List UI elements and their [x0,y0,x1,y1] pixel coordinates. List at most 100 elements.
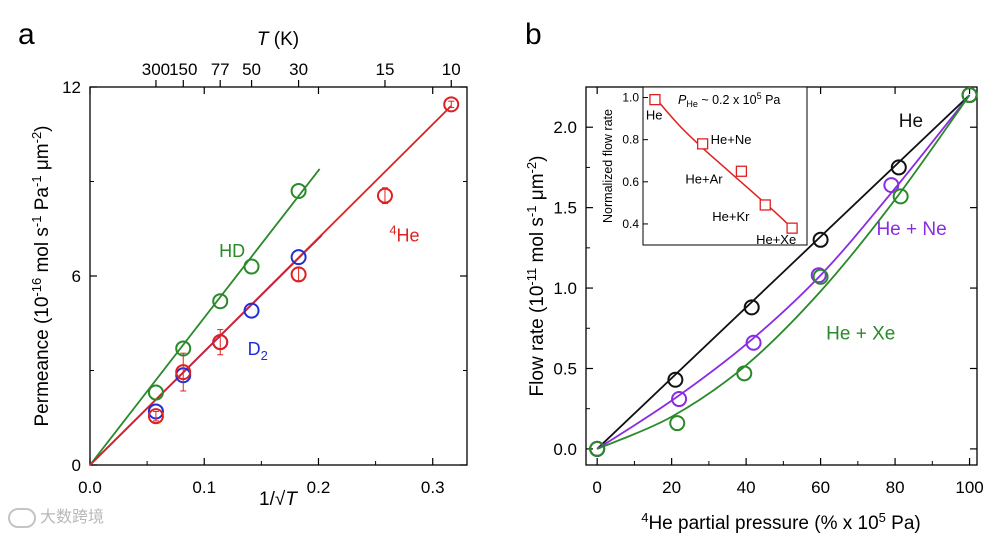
label-main: D [248,339,261,359]
fit-curve-he-ne [596,94,971,450]
ya-e3: -1 [29,175,44,187]
fit-line-hd [89,168,321,466]
ya-e4: -2 [29,132,44,144]
ia-sub: He [686,99,698,109]
watermark: 大数跨境 [8,503,104,528]
inset-point-label: He+Ne [711,132,752,147]
inset-points: He He+Ne He+Ar He+Kr He+Xe [646,93,798,247]
y-tick-label: 2.0 [553,118,577,137]
data-point-d2 [290,249,307,266]
data-point-he-xe [892,188,909,205]
top-tick-label: 10 [442,60,461,79]
chart-a-fit-lines [89,105,452,466]
inset-y-tick-label: 0.4 [622,217,639,231]
y-tick-label: 0 [72,456,81,475]
chart-b-x-axis-title: 4He partial pressure (% x 105 Pa) [641,510,921,534]
xb-sup2: 5 [879,510,886,525]
yb-e2: -1 [524,206,539,218]
ya-a: Permeance (10 [32,297,53,427]
inset-point-label: He+Xe [756,232,796,247]
inset-frame [642,86,808,246]
chart-a-points [147,96,460,425]
chart-b-axes: 0 20 40 60 80 100 0.0 0.5 1.0 1.5 2.0 [553,87,984,497]
x-tick-label: 0 [592,478,601,497]
label-main: He [397,225,420,245]
chart-b-points [589,87,978,457]
ya-e1: -16 [29,278,44,297]
y-tick-label: 6 [72,267,81,286]
inset-fit-curve [654,97,793,229]
series-label-he: He [899,111,923,132]
data-point-he-xe [736,365,753,382]
ya-b: mol s [32,227,53,278]
data-point-he [743,299,760,316]
inset-data-point [786,222,798,234]
top-tick-label: 150 [169,60,197,79]
data-point-4he [175,364,192,381]
chart-b-series-labels: He He + Ne He + Xe [826,111,947,344]
data-point-he-xe [961,87,978,104]
data-point-4he [147,408,164,425]
chart-a-top-axis-title: T (K) [257,29,299,50]
yb-e1: -11 [524,268,539,286]
inset-y-axis-title: Normalized flow rate [601,109,615,223]
top-tick-label: 77 [211,60,230,79]
inset-axes: 0.4 0.6 0.8 1.0 [622,91,648,231]
series-label-hd: HD [219,241,245,261]
data-point-4he [376,187,393,204]
inset-data-point [649,93,661,106]
inset-y-tick-label: 1.0 [622,91,639,105]
fit-curve-he-xe [596,94,971,450]
inset-data-point [735,165,748,177]
data-point-hd [290,182,307,199]
chart-b-y-axis-title: Flow rate (10-11 mol s-1 μm-2) [524,156,548,397]
inset-y-tick-label: 0.8 [622,133,639,147]
xb-b: Pa) [886,513,921,534]
x-tick-label: 0.0 [78,478,102,497]
data-point-4he [443,96,460,113]
x-axis-sqrt: √ [275,489,286,510]
ya-f: ) [32,126,53,132]
series-label-d2: D2 [248,339,268,363]
data-point-he-ne [745,334,762,351]
y-tick-label: 12 [62,78,81,97]
x-tick-label: 20 [662,478,681,497]
series-label-he-xe: He + Xe [826,324,895,345]
chart-b-fit-lines [596,94,971,450]
panel-a-label: a [18,18,35,51]
yb-e3: -2 [524,162,539,174]
ia-rest: ~ 0.2 x 10 [698,93,757,107]
yb-c: μm [527,173,548,205]
watermark-text: 大数跨境 [40,507,105,526]
top-tick-label: 15 [376,60,395,79]
inset-data-point [759,199,771,211]
inset-fit-line [654,97,793,229]
data-point-hd [147,384,164,401]
yb-d: ) [527,156,548,162]
x-tick-label: 80 [886,478,905,497]
inset-point-label: He+Kr [712,209,750,224]
series-label-4he: 4He [389,222,419,245]
watermark-logo-icon [8,507,36,528]
chart-b: 0 20 40 60 80 100 0.0 0.5 1.0 1.5 2.0 He He + Ne He … [524,86,984,534]
ya-e2: -1 [29,216,44,228]
x-tick-label: 0.2 [307,478,331,497]
y-tick-label: 0.0 [553,440,577,459]
inset-point-label: He+Ar [685,171,723,186]
top-tick-label: 300 [142,60,170,79]
ia-unit: Pa [762,93,781,107]
inset-data-point [696,138,709,150]
label-sup: 4 [389,222,396,237]
x-tick-label: 0.3 [421,478,445,497]
data-point-he [890,159,907,176]
y-tick-label: 1.0 [553,279,577,298]
top-axis-unit: (K) [269,29,300,50]
fit-line-4he [89,105,452,466]
xb-sup1: 4 [641,510,648,525]
inset-annotation: PHe ~ 0.2 x 105 Pa [678,91,780,109]
x-tick-label: 60 [811,478,830,497]
top-tick-label: 50 [242,60,261,79]
yb-b: mol s [527,217,548,268]
